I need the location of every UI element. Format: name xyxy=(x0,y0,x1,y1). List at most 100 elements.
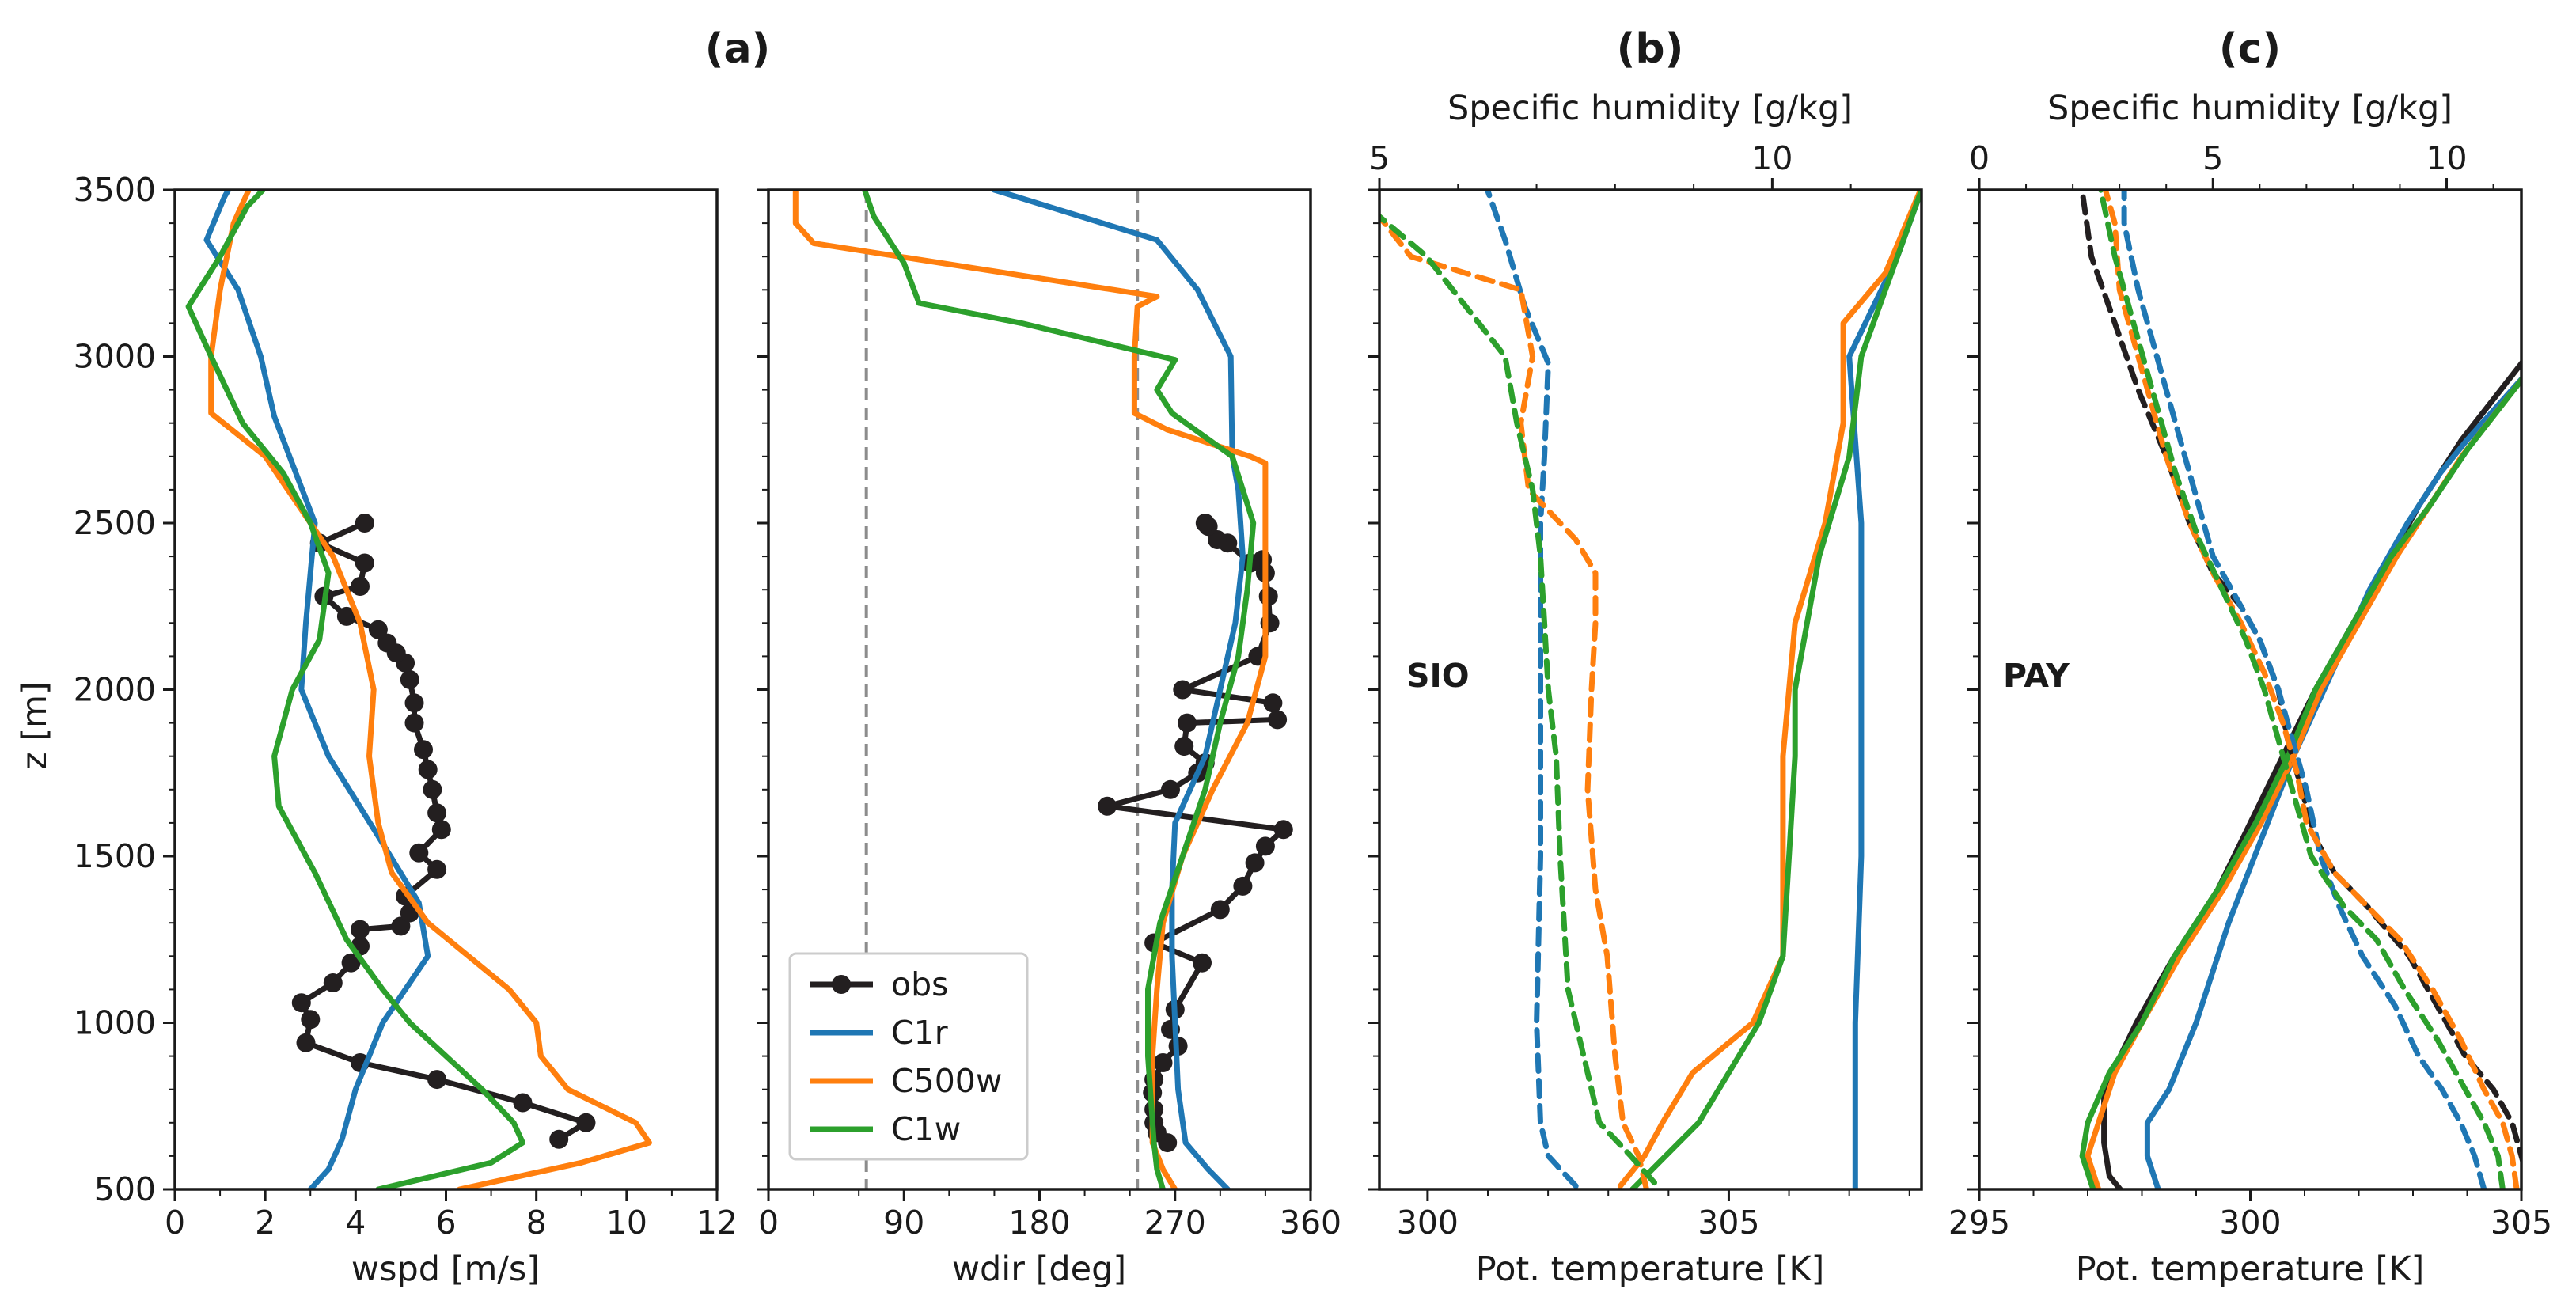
wdir-x-tick-label-1: 90 xyxy=(883,1204,924,1242)
wspd-marker-7 xyxy=(291,993,311,1013)
pay-series-c500w-theta xyxy=(2085,375,2521,1189)
wspd-marker-1 xyxy=(576,1113,596,1132)
sio-top-axis-label: Specific humidity [g/kg] xyxy=(1447,89,1853,128)
wspd-marker-31 xyxy=(351,577,370,596)
y-tick-label-4: 2500 xyxy=(74,504,156,542)
pay-x2-tick-label-2: 10 xyxy=(2426,139,2467,177)
wspd-marker-2 xyxy=(513,1093,533,1113)
pay-line-c1r-q xyxy=(2121,190,2487,1189)
data-series xyxy=(185,190,2521,1189)
wdir-marker-25 xyxy=(1173,680,1193,700)
wdir-x-tick-label-4: 360 xyxy=(1280,1204,1341,1242)
wspd-marker-20 xyxy=(418,760,438,779)
wspd-marker-0 xyxy=(549,1129,569,1149)
pay-x-tick-label-1: 300 xyxy=(2219,1204,2281,1242)
pay-x2-tick-label-1: 5 xyxy=(2202,139,2223,177)
legend-label-c1w: C1w xyxy=(891,1110,961,1148)
wspd-marker-9 xyxy=(341,953,361,973)
y-tick-label-0: 500 xyxy=(94,1170,156,1208)
legend: obs C1r C500w C1w xyxy=(788,952,1029,1161)
wdir-x-tick-label-2: 180 xyxy=(1008,1204,1070,1242)
wspd-marker-34 xyxy=(355,514,374,533)
wspd-series-c1w xyxy=(185,190,525,1189)
wdir-series-c1r xyxy=(988,190,1246,1189)
wdir-marker-10 xyxy=(1193,953,1212,973)
panel-label-a: (a) xyxy=(705,25,771,73)
sio-x-axis-label: Pot. temperature [K] xyxy=(1476,1249,1825,1289)
wspd-marker-29 xyxy=(336,606,356,626)
wdir-marker-21 xyxy=(1174,737,1194,756)
sio-x2-tick-label-1: 10 xyxy=(1751,139,1793,177)
sio-series-c500w-theta xyxy=(1617,190,1922,1189)
panel-label-b: (b) xyxy=(1617,25,1684,73)
wspd-marker-15 xyxy=(427,859,447,879)
wdir-marker-15 xyxy=(1255,836,1275,856)
legend-marker-obs xyxy=(832,975,851,994)
wdir-marker-12 xyxy=(1210,900,1230,920)
wdir-x-tick-label-0: 0 xyxy=(758,1204,779,1242)
wspd-marker-6 xyxy=(301,1010,321,1030)
wspd-marker-3 xyxy=(427,1070,447,1090)
wdir-line-c500w xyxy=(792,190,1269,1189)
wspd-marker-19 xyxy=(423,779,442,799)
wspd-x-tick-label-2: 4 xyxy=(345,1204,366,1242)
sio-series-c1r-q xyxy=(1484,190,1579,1189)
sio-line-c500w-q xyxy=(1379,214,1649,1189)
sio-x2-tick-label-0: 5 xyxy=(1369,139,1390,177)
wspd-marker-8 xyxy=(323,973,343,992)
wdir-marker-33 xyxy=(1208,530,1227,549)
wdir-marker-22 xyxy=(1178,713,1197,733)
wspd-marker-12 xyxy=(391,916,411,936)
sio-series-c1w-q xyxy=(1379,214,1657,1186)
wspd-x-tick-label-1: 2 xyxy=(255,1204,275,1242)
sio-line-c1r-theta xyxy=(1846,190,1922,1189)
pay-x2-tick-label-0: 0 xyxy=(1969,139,1990,177)
pay-x-tick-label-0: 295 xyxy=(1948,1204,2010,1242)
wspd-x-tick-label-3: 6 xyxy=(435,1204,456,1242)
wdir-x-tick-label-3: 270 xyxy=(1144,1204,1206,1242)
wspd-x-tick-label-5: 10 xyxy=(606,1204,647,1242)
sio-line-c1w-theta xyxy=(1629,190,1922,1189)
pay-series-obs-theta xyxy=(2101,358,2521,1189)
wdir-marker-18 xyxy=(1161,779,1180,799)
y-tick-label-1: 1000 xyxy=(74,1004,156,1042)
legend-label-obs: obs xyxy=(891,965,948,1003)
wspd-marker-32 xyxy=(355,553,374,573)
pay-line-c500w-q xyxy=(2102,190,2520,1189)
wdir-marker-13 xyxy=(1233,876,1253,896)
wspd-x-tick-label-0: 0 xyxy=(165,1204,185,1242)
y-tick-label-6: 3500 xyxy=(74,171,156,209)
wspd-marker-17 xyxy=(431,820,451,840)
sio-line-c500w-theta xyxy=(1617,190,1922,1189)
wspd-line-c1r xyxy=(203,190,431,1189)
wspd-line-c500w xyxy=(208,190,652,1189)
pay-series-c1r-q xyxy=(2121,190,2487,1189)
wspd-marker-21 xyxy=(414,740,433,760)
wspd-series-c1r xyxy=(203,190,431,1189)
y-tick-label-5: 3000 xyxy=(74,338,156,376)
wdir-line-c1w xyxy=(861,190,1257,1189)
y-tick-label-2: 1500 xyxy=(74,837,156,875)
sio-site-label: SIO xyxy=(1406,657,1470,695)
wspd-series-c500w xyxy=(208,190,652,1189)
pay-line-c500w-theta xyxy=(2085,375,2521,1189)
pay-x-axis-label: Pot. temperature [K] xyxy=(2076,1249,2425,1289)
wspd-marker-16 xyxy=(409,843,429,863)
wspd-x-tick-label-4: 8 xyxy=(526,1204,547,1242)
wdir-marker-16 xyxy=(1273,820,1293,840)
wdir-series-c500w xyxy=(792,190,1269,1189)
sio-line-c1r-q xyxy=(1484,190,1579,1189)
wspd-marker-11 xyxy=(351,920,370,939)
wdir-marker-23 xyxy=(1268,710,1288,730)
wspd-marker-18 xyxy=(427,803,447,823)
wspd-marker-5 xyxy=(296,1033,316,1052)
sio-series-c1r-theta xyxy=(1846,190,1922,1189)
legend-label-c1r: C1r xyxy=(891,1014,948,1052)
pay-line-obs-theta xyxy=(2101,358,2521,1189)
pay-line-c1w-theta xyxy=(2079,375,2521,1189)
pay-line-c1r-theta xyxy=(2144,374,2521,1189)
sio-x-tick-label-0: 300 xyxy=(1397,1204,1459,1242)
wdir-marker-35 xyxy=(1195,514,1215,533)
y-axis-label: z [m] xyxy=(15,681,55,770)
